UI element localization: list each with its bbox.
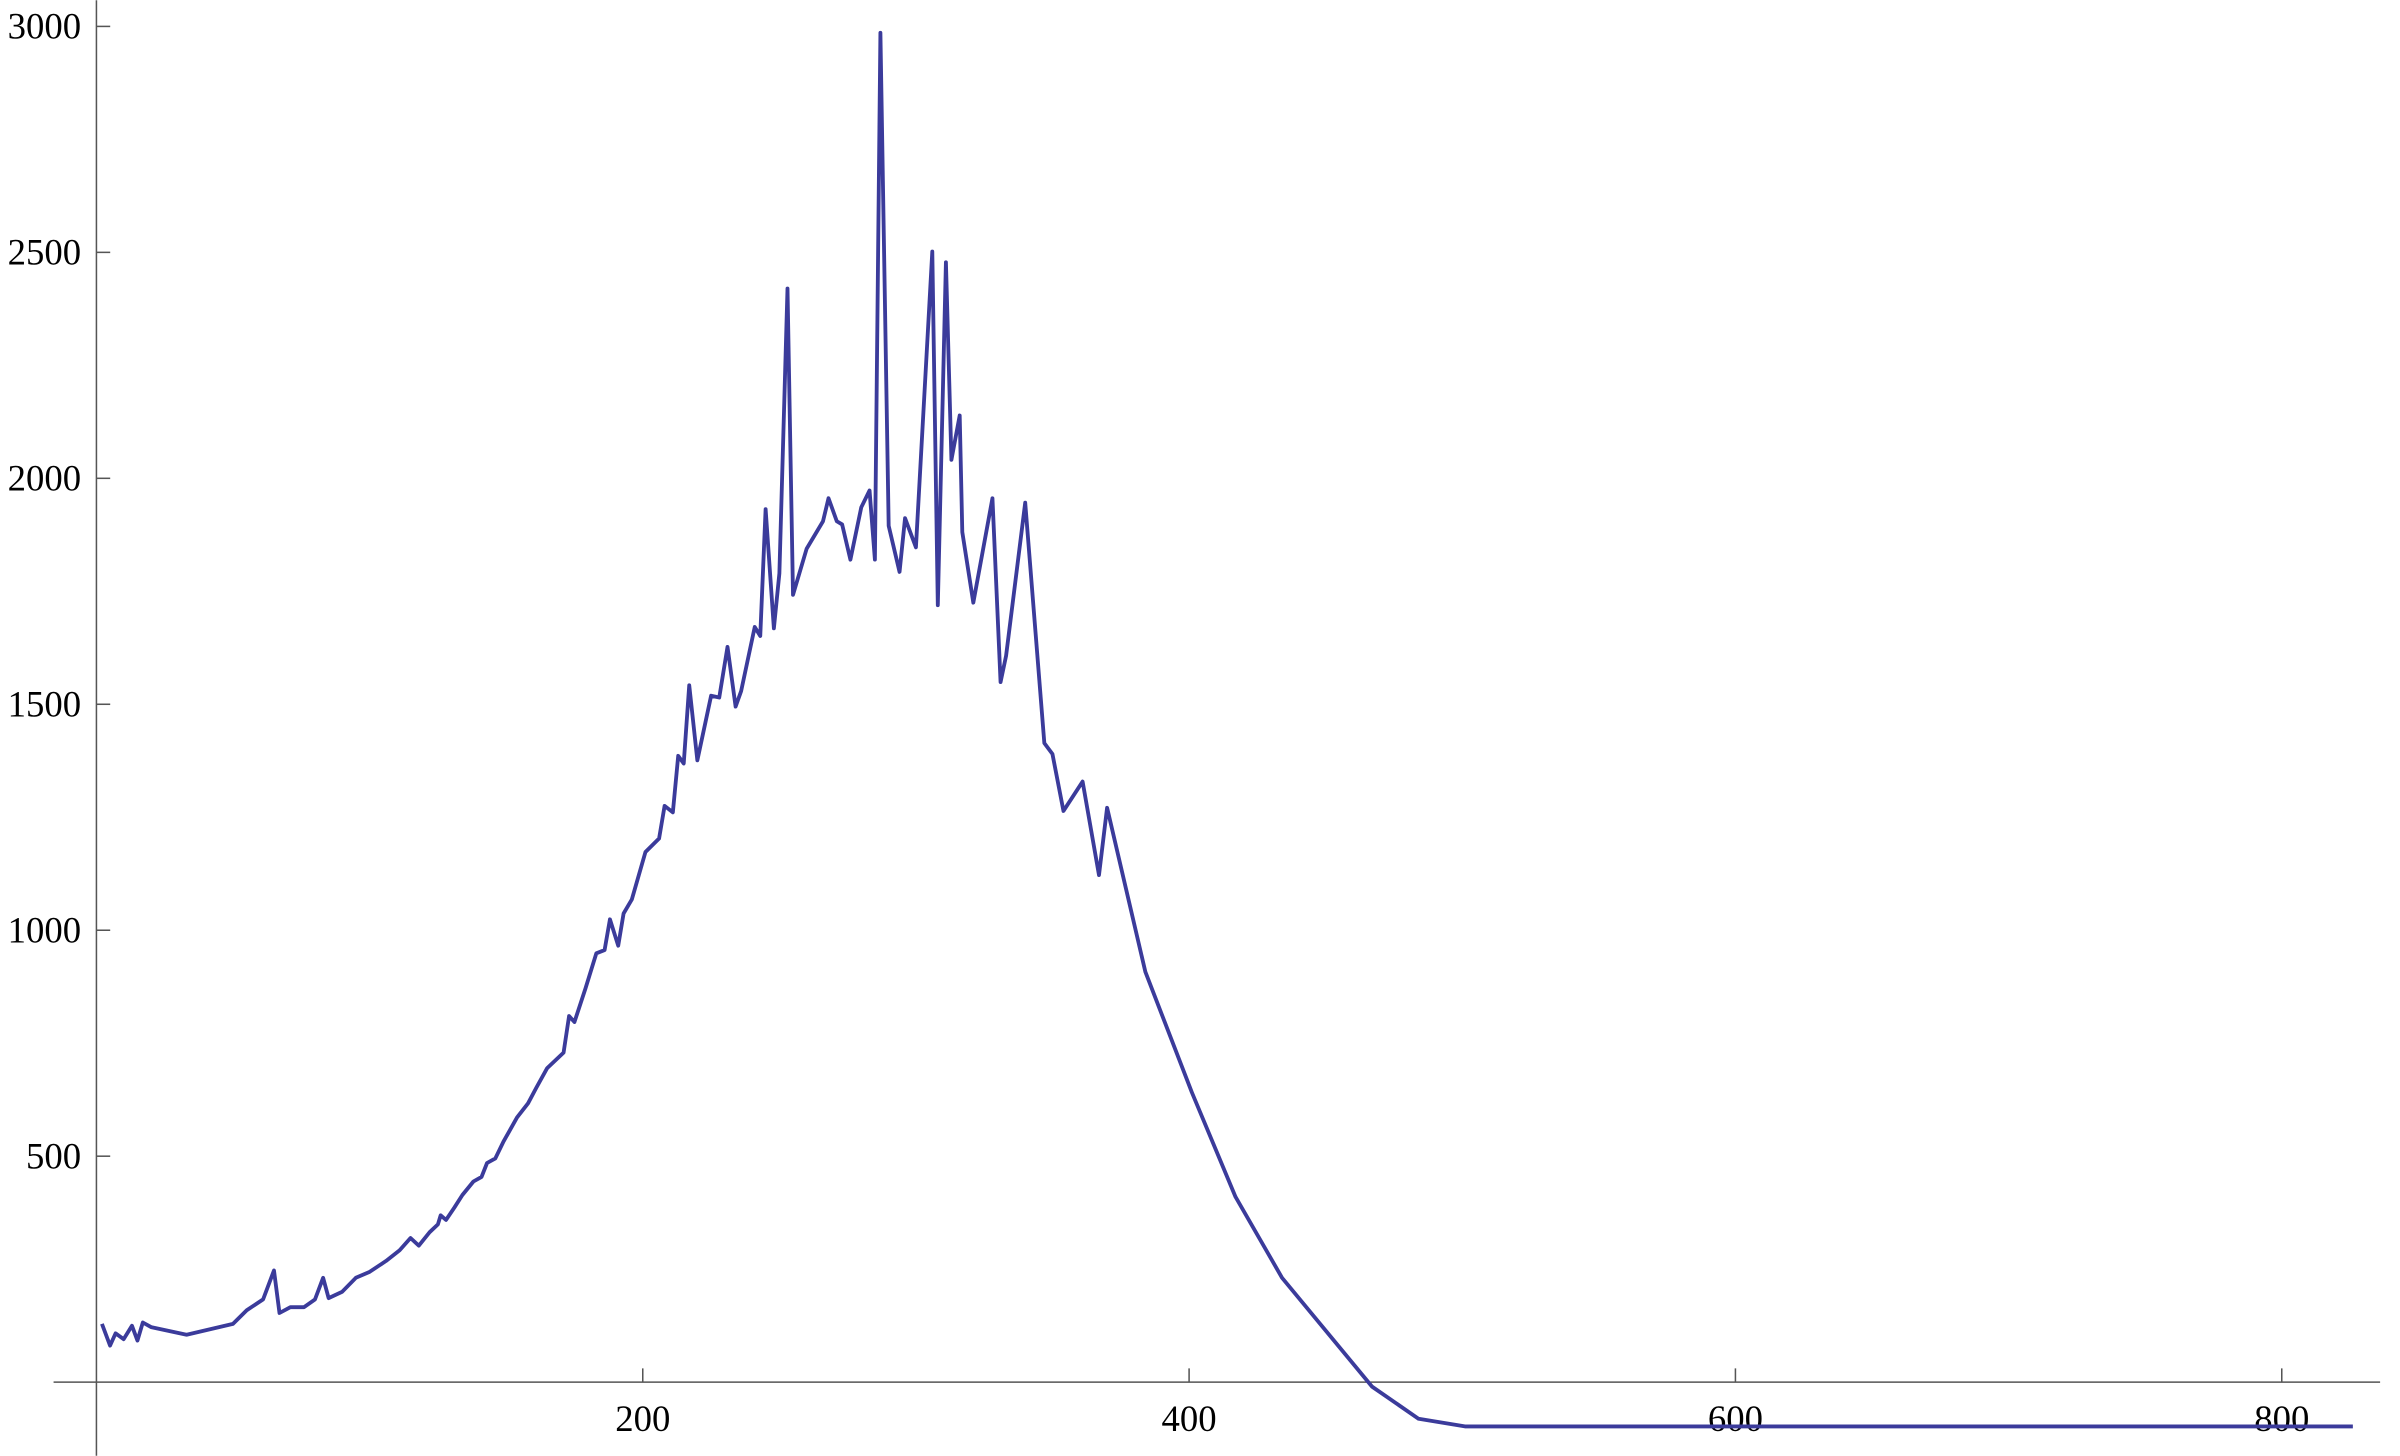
y-tick-label: 3000 <box>8 6 81 47</box>
x-tick-label: 200 <box>615 1398 670 1439</box>
y-tick-label: 1000 <box>8 909 81 950</box>
x-tick-label: 800 <box>2254 1398 2309 1439</box>
line-series <box>100 30 2353 1429</box>
x-tick-label: 600 <box>1708 1398 1763 1439</box>
y-tick-label: 2000 <box>8 458 81 499</box>
y-tick-label: 2500 <box>8 232 81 273</box>
y-tick-label: 500 <box>26 1135 81 1176</box>
y-tick-label: 1500 <box>8 684 81 725</box>
x-tick-label: 400 <box>1162 1398 1217 1439</box>
